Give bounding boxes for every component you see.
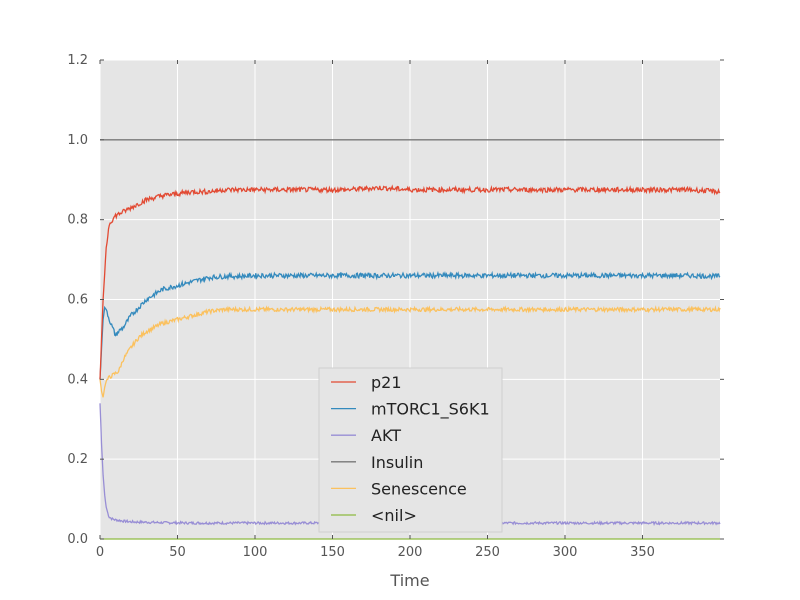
y-tick-label: 1.0 [67,133,88,148]
x-tick-label: 100 [243,545,268,560]
axis-ticks: 0 50 100 150 200 250 300 350 0.0 0.2 0.4 0.6 0.8 1.0 1… [67,53,724,560]
x-tick-label: 300 [553,545,578,560]
legend-label-senescence: Senescence [371,479,467,498]
x-tick-label: 150 [320,545,345,560]
y-tick-label: 0.6 [67,293,88,308]
x-tick-label: 200 [398,545,423,560]
x-axis-title: Time [389,571,429,590]
y-tick-label: 0.2 [67,452,88,467]
x-tick-label: 0 [96,545,104,560]
series-layer [99,139,721,540]
legend-label-insulin: Insulin [371,453,423,472]
x-tick-label: 50 [169,545,186,560]
legend-label-akt: AKT [371,426,401,445]
y-tick-label: 1.2 [67,53,88,68]
legend-label-mtorc1-s6k1: mTORC1_S6K1 [371,400,490,420]
legend-label-p21: p21 [371,373,402,392]
series-line-mtorc1-s6k1 [99,270,721,380]
series-line-p21 [99,184,721,380]
x-tick-label: 250 [475,545,500,560]
legend: p21 mTORC1_S6K1 AKT Insulin Senescence <nil> [318,367,503,533]
y-tick-label: 0.4 [67,372,88,387]
y-tick-label: 0.0 [67,532,88,547]
legend-box [318,367,503,533]
legend-label-nil: <nil> [371,506,417,525]
y-tick-label: 0.8 [67,213,88,228]
series-line-senescence [99,305,721,398]
x-tick-label: 350 [630,545,655,560]
